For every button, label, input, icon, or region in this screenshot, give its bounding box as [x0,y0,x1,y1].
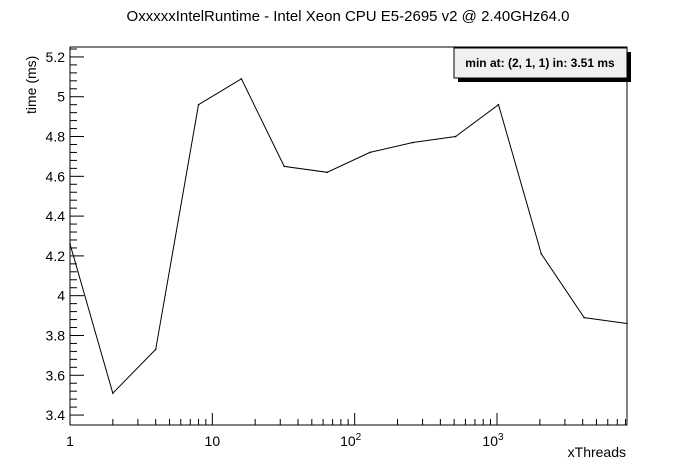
y-tick-label: 4 [57,288,65,304]
data-point [197,103,200,106]
stats-box-frame [453,47,628,79]
x-axis-label: xThreads [568,444,626,460]
x-tick-label: 102 [340,432,362,449]
data-point [369,151,371,154]
data-point [626,322,628,325]
data-point [540,253,543,255]
y-tick-label: 4.2 [46,248,66,264]
data-point [112,392,114,394]
y-tick-label: 5.2 [46,49,66,65]
data-points [69,78,628,394]
x-tick-label: 103 [482,432,504,449]
y-axis-label: time (ms) [23,56,39,114]
data-point [69,243,71,245]
data-point [583,316,585,319]
y-axis: 3.4 3.6 3.8 4 4.2 4.4 4.6 4.8 5 5.2 [46,48,84,423]
data-point [411,141,414,144]
y-tick-label: 4.8 [46,129,66,145]
y-tick-label: 4.6 [46,168,66,184]
y-tick-label: 4.4 [46,208,66,224]
y-tick-label: 3.4 [46,407,66,423]
data-point [497,103,500,106]
stats-box-text: min at: (2, 1, 1) in: 3.51 ms [465,56,615,70]
y-tick-label: 5 [57,89,65,105]
data-point [154,348,157,351]
data-point [326,171,328,174]
x-tick-label: 10 [205,433,221,449]
data-point [240,78,243,80]
chart-title: OxxxxxIntelRuntime - Intel Xeon CPU E5-2… [127,8,570,25]
data-point [283,165,286,168]
series-line [69,78,628,395]
x-axis: 1 10 102 103 [66,413,627,449]
x-tick-label: 1 [66,433,74,449]
data-point [454,135,457,138]
y-tick-label: 3.8 [46,327,66,343]
stats-box: min at: (2, 1, 1) in: 3.51 ms [453,47,631,82]
y-tick-label: 3.6 [46,367,66,383]
